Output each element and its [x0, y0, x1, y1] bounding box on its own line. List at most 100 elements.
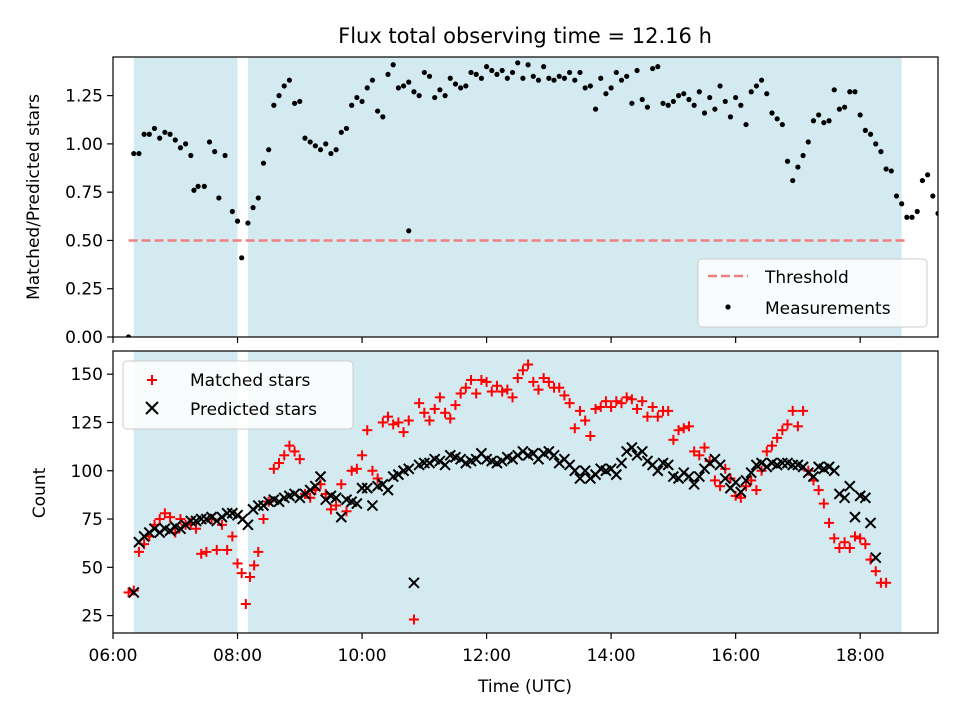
measurement-point — [836, 106, 843, 112]
predicted-marker-b — [709, 453, 721, 465]
legend-predicted-swatch — [145, 401, 159, 415]
predicted-star-point — [745, 466, 757, 479]
matched-star-point — [414, 398, 425, 409]
measurement-point — [463, 83, 469, 89]
matched-star-point — [678, 423, 689, 434]
predicted-marker-b — [781, 457, 794, 469]
predicted-marker-b — [268, 494, 280, 506]
y-tick-label: 100 — [71, 462, 103, 482]
predicted-marker-b — [574, 472, 586, 485]
measurement-point — [587, 83, 593, 89]
matched-star-point — [486, 386, 497, 397]
measurement-point — [681, 91, 687, 97]
matched-star-point — [159, 508, 170, 519]
measurement-point — [946, 188, 951, 193]
measurement-point — [556, 73, 562, 79]
measurement-point — [790, 177, 796, 184]
legend-measurement-label: Measurements — [765, 299, 891, 319]
measurement-point — [281, 83, 287, 89]
predicted-star-point — [636, 445, 648, 458]
y-tick-label: 1.25 — [65, 87, 103, 107]
legend-box — [697, 258, 928, 328]
measurement-point — [629, 100, 635, 106]
matched-star-point — [782, 419, 793, 430]
matched-star-point — [236, 568, 247, 579]
matched-star-point — [388, 419, 399, 430]
measurement-point — [598, 75, 604, 81]
matched-star-point — [564, 398, 575, 409]
measurement-point — [458, 85, 464, 91]
predicted-star-point — [366, 499, 379, 512]
matched-star-point — [683, 421, 694, 432]
matched-star-point — [611, 396, 622, 407]
measurement-point — [172, 137, 178, 143]
measurement-point — [323, 141, 329, 147]
measurement-point — [183, 141, 189, 147]
predicted-marker-b — [252, 499, 264, 512]
measurement-point — [452, 81, 459, 87]
measurement-point — [717, 83, 723, 89]
measurement-point — [779, 121, 785, 128]
measurement-point — [857, 112, 863, 118]
matched-star-point — [240, 599, 251, 610]
matched-star-point — [249, 560, 260, 571]
measurement-point — [541, 64, 547, 70]
measurement-point — [349, 102, 355, 108]
predicted-marker-b — [237, 513, 249, 525]
measurement-point — [177, 145, 184, 151]
predicted-star-point — [776, 457, 789, 469]
measurement-point — [167, 131, 173, 137]
matched-star-point — [798, 405, 809, 416]
matched-star-point — [336, 479, 347, 490]
predicted-marker-b — [610, 468, 623, 481]
matched-star-point — [196, 548, 207, 559]
legend-box — [122, 360, 354, 430]
predicted-marker-b — [792, 459, 804, 471]
measurement-point — [624, 73, 630, 79]
measurement-point — [847, 89, 853, 95]
predicted-marker-b — [340, 494, 353, 506]
y-tick-label: 0.50 — [65, 231, 103, 251]
measurement-point — [888, 168, 894, 174]
predicted-star-point — [574, 472, 586, 485]
predicted-marker-b — [486, 455, 498, 467]
predicted-marker-b — [382, 484, 394, 496]
measurement-point — [826, 118, 832, 124]
predicted-marker-b — [864, 517, 877, 529]
matched-star-point — [507, 392, 518, 403]
measurement-point — [883, 166, 889, 172]
predicted-star-point — [403, 463, 415, 475]
measurement-point — [769, 110, 775, 116]
measurement-point — [216, 195, 222, 201]
measurement-point — [146, 131, 152, 137]
predicted-marker-b — [314, 470, 327, 483]
measurement-point — [753, 83, 759, 89]
predicted-marker-b — [797, 461, 809, 473]
predicted-star-point — [844, 480, 856, 492]
matched-star-point — [580, 415, 591, 426]
measurement-point — [136, 150, 142, 157]
matched-star-point — [497, 386, 508, 397]
predicted-marker-b — [563, 459, 576, 471]
measurement-point — [914, 208, 920, 215]
measurement-point — [380, 114, 386, 120]
measurement-point — [395, 85, 401, 91]
predicted-star-point — [714, 459, 726, 471]
matched-star-point — [621, 392, 632, 403]
measurement-point — [660, 100, 666, 106]
x-tick-label: 14:00 — [587, 646, 636, 666]
measurement-point — [250, 205, 256, 211]
measurement-point — [229, 208, 235, 215]
measurement-point — [125, 334, 132, 337]
measurement-point — [551, 77, 557, 83]
measurement-point — [686, 96, 692, 103]
measurement-point — [530, 73, 536, 79]
predicted-marker-b — [667, 470, 680, 483]
predicted-marker-b — [428, 453, 441, 465]
matched-star-point — [590, 403, 601, 414]
predicted-marker-b — [636, 445, 648, 458]
measurement-point — [899, 201, 905, 207]
x-tick-label: 10:00 — [338, 646, 387, 666]
measurement-point — [359, 98, 365, 105]
matched-star-point — [466, 374, 477, 385]
